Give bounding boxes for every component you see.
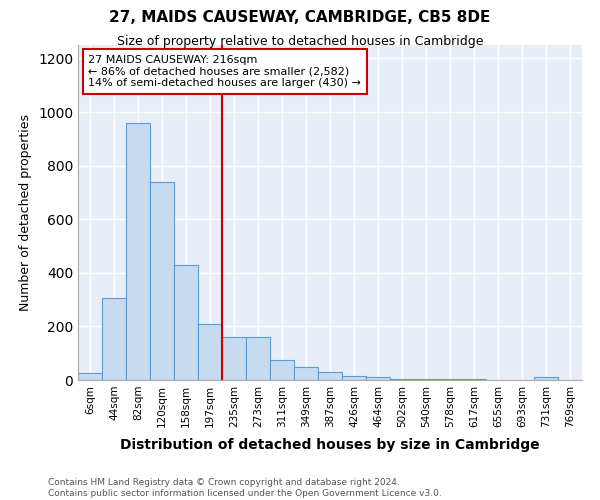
Bar xyxy=(414,378,438,380)
Bar xyxy=(270,360,294,380)
Bar xyxy=(390,378,414,380)
Bar xyxy=(342,376,366,380)
Text: 27 MAIDS CAUSEWAY: 216sqm
← 86% of detached houses are smaller (2,582)
14% of se: 27 MAIDS CAUSEWAY: 216sqm ← 86% of detac… xyxy=(88,55,361,88)
Bar xyxy=(126,122,150,380)
X-axis label: Distribution of detached houses by size in Cambridge: Distribution of detached houses by size … xyxy=(120,438,540,452)
Bar xyxy=(78,374,102,380)
Bar xyxy=(366,378,390,380)
Bar xyxy=(150,182,174,380)
Bar xyxy=(174,265,198,380)
Bar xyxy=(222,337,246,380)
Bar xyxy=(462,378,486,380)
Bar xyxy=(102,298,126,380)
Y-axis label: Number of detached properties: Number of detached properties xyxy=(19,114,32,311)
Bar xyxy=(246,337,270,380)
Bar xyxy=(534,378,558,380)
Text: Size of property relative to detached houses in Cambridge: Size of property relative to detached ho… xyxy=(117,35,483,48)
Bar xyxy=(438,378,462,380)
Bar xyxy=(198,324,222,380)
Bar xyxy=(294,366,318,380)
Text: Contains HM Land Registry data © Crown copyright and database right 2024.
Contai: Contains HM Land Registry data © Crown c… xyxy=(48,478,442,498)
Text: 27, MAIDS CAUSEWAY, CAMBRIDGE, CB5 8DE: 27, MAIDS CAUSEWAY, CAMBRIDGE, CB5 8DE xyxy=(109,10,491,25)
Bar xyxy=(318,372,342,380)
